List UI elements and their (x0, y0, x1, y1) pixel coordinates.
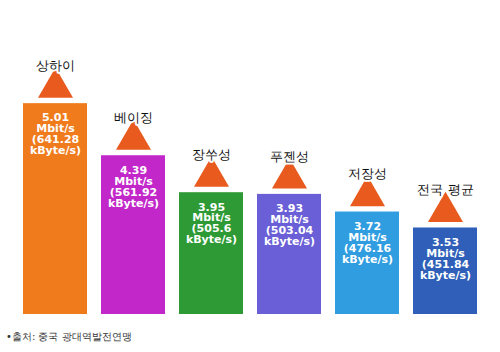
svg-text:전국 평균: 전국 평균 (417, 182, 473, 197)
svg-text:상하이: 상하이 (36, 58, 75, 73)
svg-text:3.93Mbit/s(503.04kByte/s): 3.93Mbit/s(503.04kByte/s) (264, 202, 315, 248)
svg-text:3.72Mbit/s(476.16kByte/s): 3.72Mbit/s(476.16kByte/s) (342, 220, 393, 266)
svg-text:3.95Mbit/s(505.6kByte/s): 3.95Mbit/s(505.6kByte/s) (186, 201, 237, 247)
svg-text:4.39Mbit/s(561.92kByte/s): 4.39Mbit/s(561.92kByte/s) (108, 164, 159, 210)
html-text:•출처: 중국 광대역발전연맹: •출처: 중국 광대역발전연맹 (6, 331, 132, 342)
svg-text:저장성: 저장성 (348, 166, 387, 181)
svg-text:베이징: 베이징 (114, 110, 153, 125)
svg-text:3.53Mbit/s(451.84kByte/s): 3.53Mbit/s(451.84kByte/s) (420, 236, 471, 282)
svg-text:푸젠성: 푸젠성 (270, 149, 309, 164)
svg-text:장쑤성: 장쑤성 (192, 147, 231, 162)
svg-text:5.01Mbit/s(641.28kByte/s): 5.01Mbit/s(641.28kByte/s) (30, 111, 81, 157)
